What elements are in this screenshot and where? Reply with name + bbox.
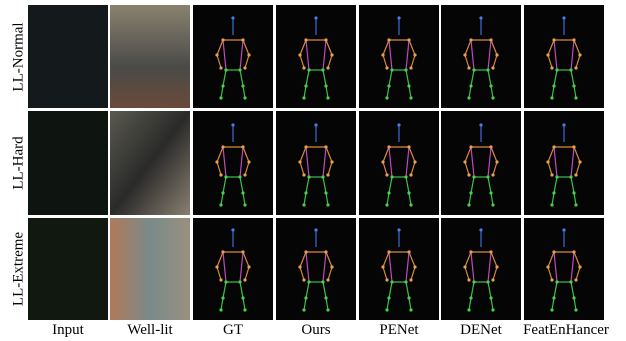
column-label: Input xyxy=(52,322,84,338)
input-image xyxy=(28,218,108,320)
well-lit-image xyxy=(110,218,190,320)
column-label: Well-lit xyxy=(127,322,173,338)
column-label: PENet xyxy=(379,322,419,338)
input-image xyxy=(28,111,108,215)
well-lit-image xyxy=(110,111,190,215)
row-label: LL-Normal xyxy=(10,22,26,91)
column-label: DENet xyxy=(460,322,502,338)
row-label: LL-Extreme xyxy=(10,232,26,306)
column-label: FeatEnHancer xyxy=(523,322,609,338)
column-label: Ours xyxy=(301,322,330,338)
figure: LL-Normal LL-Hard LL-Extreme Input Well-… xyxy=(0,0,626,341)
input-image xyxy=(28,5,108,108)
well-lit-image xyxy=(110,5,190,108)
row-label: LL-Hard xyxy=(10,136,26,190)
column-label: GT xyxy=(223,322,243,338)
